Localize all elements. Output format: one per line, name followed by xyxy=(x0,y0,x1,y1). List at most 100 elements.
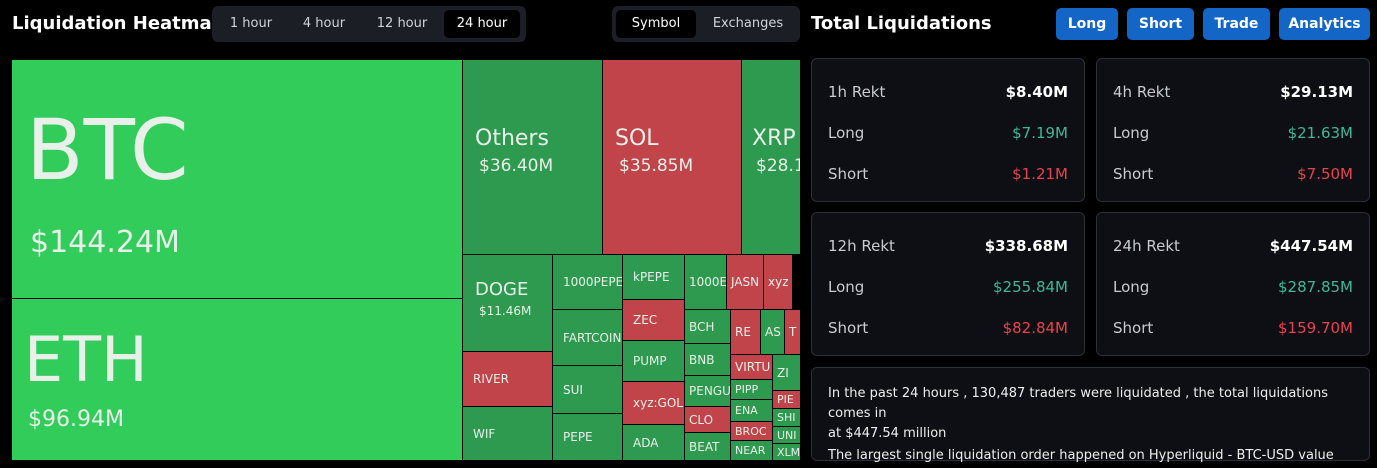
heatmap-tile[interactable]: PENGU xyxy=(685,376,730,406)
heatmap-tile[interactable]: BROC xyxy=(731,422,772,440)
nav-button[interactable]: Long xyxy=(1056,8,1118,40)
heatmap-tile[interactable]: UNI xyxy=(773,427,800,443)
stat-card: 12h Rekt $338.68M Long $255.84M Short $82.84M xyxy=(811,212,1085,356)
tile-symbol: AS xyxy=(765,325,781,339)
tile-symbol: SOL xyxy=(615,126,659,151)
time-tabs: 1 hour 4 hour 12 hour 24 hour xyxy=(212,6,526,42)
heatmap-tile[interactable]: Others $36.40M xyxy=(463,60,602,254)
heatmap-tile[interactable]: BCH xyxy=(685,310,730,343)
heatmap-tile[interactable]: 1000PEPE xyxy=(553,255,622,309)
tile-symbol: ETH xyxy=(24,323,148,396)
heatmap-tile[interactable]: NEAR xyxy=(731,441,772,460)
tile-symbol: kPEPE xyxy=(633,270,670,284)
heatmap-tile[interactable]: XLM xyxy=(773,444,800,460)
heatmap-tile[interactable]: PIE xyxy=(773,391,800,408)
stat-label: Short xyxy=(1113,319,1154,337)
heatmap-tile[interactable]: JASN xyxy=(727,255,763,309)
view-tab[interactable]: Symbol xyxy=(616,10,696,38)
stat-label: 24h Rekt xyxy=(1113,237,1180,255)
stat-row: Long $287.85M xyxy=(1113,278,1353,296)
stat-row: 4h Rekt $29.13M xyxy=(1113,83,1353,101)
tile-symbol: T xyxy=(789,325,797,339)
stat-card: 4h Rekt $29.13M Long $21.63M Short $7.50M xyxy=(1096,58,1370,202)
stat-label: 12h Rekt xyxy=(828,237,895,255)
heatmap-tile[interactable]: BNB xyxy=(685,344,730,375)
time-tab[interactable]: 12 hour xyxy=(376,16,428,31)
tile-symbol: xyz:GOLD xyxy=(633,396,684,410)
stat-label: Long xyxy=(1113,278,1150,296)
heatmap-tile[interactable]: xyz xyxy=(764,255,792,309)
tile-symbol: ENA xyxy=(735,404,758,417)
tile-symbol: PIPP xyxy=(735,383,759,396)
time-tab[interactable]: 4 hour xyxy=(302,16,346,31)
heatmap-tile[interactable]: SOL $35.85M xyxy=(603,60,741,254)
tile-value: $28.11M xyxy=(756,156,800,176)
heatmap-tile[interactable]: T xyxy=(785,310,800,354)
tile-symbol: NEAR xyxy=(735,444,766,457)
stat-row: Long $255.84M xyxy=(828,278,1068,296)
time-tab[interactable]: 1 hour xyxy=(229,16,273,31)
heatmap-tile[interactable]: XRP $28.11M xyxy=(742,60,800,254)
heatmap-tile[interactable]: 1000E xyxy=(685,255,726,309)
heatmap-tile[interactable]: PEPE xyxy=(553,414,622,460)
tile-symbol: BEAT xyxy=(689,439,720,454)
heatmap-tile[interactable]: CLO xyxy=(685,407,730,432)
stat-label: Short xyxy=(828,165,869,183)
heatmap-tile[interactable]: ENA xyxy=(731,400,772,421)
page-title: Liquidation Heatmap xyxy=(12,13,225,34)
heatmap-tile[interactable]: PIPP xyxy=(731,380,772,399)
summary: In the past 24 hours , 130,487 traders w… xyxy=(811,367,1370,463)
tile-value: $35.85M xyxy=(619,156,694,176)
heatmap-tile[interactable]: SHI xyxy=(773,409,800,426)
heatmap-tile[interactable]: RIVER xyxy=(463,352,552,406)
heatmap-tile[interactable]: BEAT xyxy=(685,433,730,460)
stat-card: 1h Rekt $8.40M Long $7.19M Short $1.21M xyxy=(811,58,1085,202)
heatmap-tile[interactable]: WIF xyxy=(463,407,552,460)
stat-value: $29.13M xyxy=(1280,83,1353,101)
stat-row: 1h Rekt $8.40M xyxy=(828,83,1068,101)
heatmap-tile[interactable]: ADA xyxy=(623,425,684,460)
nav-button[interactable]: Analytics xyxy=(1279,8,1370,40)
heatmap-tile[interactable]: DOGE $11.46M xyxy=(463,255,552,351)
heatmap-tile[interactable]: PUMP xyxy=(623,341,684,381)
stat-label: 4h Rekt xyxy=(1113,83,1171,101)
stat-label: Long xyxy=(1113,124,1150,142)
heatmap-tile[interactable]: ZI xyxy=(773,355,800,390)
stat-row: Short $82.84M xyxy=(828,319,1068,337)
stat-label: Short xyxy=(828,319,869,337)
heatmap-tile[interactable]: kPEPE xyxy=(623,255,684,299)
heatmap-tile[interactable]: FARTCOIN xyxy=(553,310,622,365)
heatmap-tile[interactable]: VIRTU xyxy=(731,355,772,379)
stat-value: $7.50M xyxy=(1297,165,1353,183)
heatmap-tile[interactable]: BTC $144.24M xyxy=(12,60,462,298)
stat-row: Short $1.21M xyxy=(828,165,1068,183)
nav-button[interactable]: Trade xyxy=(1203,8,1270,40)
tile-symbol: SUI xyxy=(563,382,583,397)
tile-symbol: BROC xyxy=(735,424,767,438)
tile-symbol: VIRTU xyxy=(735,360,771,374)
summary-line: at $447.54 million xyxy=(828,426,947,441)
time-tab[interactable]: 24 hour xyxy=(444,10,520,38)
heatmap-tile[interactable]: RE xyxy=(731,310,760,354)
stat-label: Short xyxy=(1113,165,1154,183)
tile-symbol: UNI xyxy=(777,428,797,442)
tile-symbol: 1000PEPE xyxy=(563,275,622,289)
heatmap-tile[interactable]: ETH $96.94M xyxy=(12,299,462,460)
tile-symbol: WIF xyxy=(473,426,496,441)
heatmap-tile[interactable]: SUI xyxy=(553,366,622,413)
stat-value: $338.68M xyxy=(984,237,1068,255)
tile-symbol: PIE xyxy=(777,393,794,406)
view-tab[interactable]: Exchanges xyxy=(712,16,784,31)
tile-symbol: xyz xyxy=(768,275,789,289)
tile-symbol: DOGE xyxy=(475,279,529,300)
tile-symbol: FARTCOIN xyxy=(563,330,622,345)
heatmap-tile[interactable]: ZEC xyxy=(623,300,684,340)
tile-symbol: JASN xyxy=(731,275,760,289)
stat-value: $8.40M xyxy=(1005,83,1068,101)
heatmap-tile[interactable]: AS xyxy=(761,310,784,354)
tile-value: $11.46M xyxy=(479,304,532,318)
stat-value: $159.70M xyxy=(1278,319,1353,337)
heatmap-tile[interactable]: xyz:GOLD xyxy=(623,382,684,424)
nav-button[interactable]: Short xyxy=(1127,8,1194,40)
